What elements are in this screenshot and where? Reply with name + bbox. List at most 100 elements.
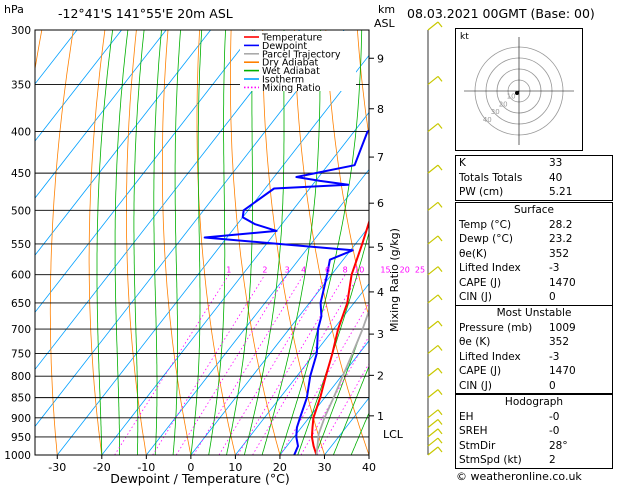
mixing-ratio-label: 3 bbox=[285, 266, 290, 275]
row-label: CAPE (J) bbox=[459, 276, 502, 289]
x-tick-label: 10 bbox=[228, 461, 242, 474]
mixing-ratio-label: 10 bbox=[354, 266, 364, 275]
hodograph-panel: kt 10 20 30 40 bbox=[455, 28, 583, 151]
wind-barb-flag bbox=[437, 235, 443, 242]
isotherm-line bbox=[146, 168, 369, 455]
pressure-tick-label: 600 bbox=[11, 270, 31, 282]
row-value: 23.2 bbox=[549, 233, 573, 245]
km-tick-label: 8 bbox=[377, 103, 384, 116]
wind-barb bbox=[427, 266, 439, 276]
pressure-tick-label: 400 bbox=[11, 127, 31, 139]
plot-frame bbox=[34, 29, 370, 456]
wind-barb-flag bbox=[437, 294, 443, 301]
row-value: 33 bbox=[549, 157, 563, 169]
table-row: StmDir 28° bbox=[456, 439, 612, 454]
wind-barb bbox=[427, 419, 439, 428]
legend-label: Mixing Ratio bbox=[262, 83, 321, 94]
legend-label: Temperature bbox=[261, 33, 322, 44]
table-row: Lifted Index -3 bbox=[456, 350, 612, 365]
wind-barb bbox=[427, 409, 439, 419]
row-label: θe(K) bbox=[459, 247, 487, 260]
isotherm-line bbox=[235, 283, 369, 455]
pressure-tick-label: 300 bbox=[11, 25, 31, 37]
surface-title: Surface bbox=[513, 204, 554, 216]
wind-barb bbox=[427, 235, 439, 245]
wind-barb bbox=[427, 21, 439, 31]
wind-barb bbox=[427, 344, 439, 354]
legend-box bbox=[240, 31, 356, 91]
row-value: 0 bbox=[549, 291, 556, 303]
wind-barb-flag bbox=[437, 76, 443, 82]
pressure-tick-label: 500 bbox=[11, 205, 31, 217]
row-label: Totals Totals bbox=[459, 171, 523, 184]
km-tick-label: 7 bbox=[377, 151, 384, 164]
row-value: 2 bbox=[549, 454, 556, 466]
wind-barb-flag bbox=[437, 201, 443, 208]
wind-barb-flag bbox=[437, 419, 443, 425]
hodograph-ring-label: 30 bbox=[491, 108, 500, 116]
row-label: Dewp (°C) bbox=[459, 233, 513, 245]
row-label: StmDir bbox=[459, 439, 496, 452]
hodograph-ring-label: 40 bbox=[483, 116, 492, 124]
table-row: CIN (J) 0 bbox=[456, 379, 612, 394]
row-label: Temp (°C) bbox=[459, 218, 512, 231]
row-label: StmSpd (kt) bbox=[459, 454, 522, 466]
wind-barb-flag bbox=[437, 367, 443, 374]
mixing-ratio-label: 4 bbox=[301, 266, 306, 275]
dry-adiabat-line bbox=[196, 30, 236, 455]
row-value: -3 bbox=[549, 262, 560, 274]
location-title: -12°41'S 141°55'E 20m ASL bbox=[58, 6, 233, 21]
x-tick-label: 30 bbox=[317, 461, 331, 474]
row-label: SREH bbox=[459, 425, 488, 437]
isotherm-line bbox=[56, 54, 369, 455]
series-parcel-trajectory bbox=[315, 308, 369, 455]
pressure-tick-label: 750 bbox=[11, 348, 31, 360]
pressure-tick-label: 850 bbox=[11, 393, 31, 405]
isotherm-line bbox=[35, 30, 345, 428]
mixing-ratio-label: 6 bbox=[325, 266, 330, 275]
table-row: K 33 bbox=[456, 156, 612, 171]
wind-barb-flag bbox=[437, 437, 443, 444]
table-row: Temp (°C) 28.2 bbox=[456, 218, 612, 233]
row-value: 0 bbox=[549, 379, 556, 392]
row-label: EH bbox=[459, 410, 474, 423]
row-value: 1009 bbox=[549, 321, 576, 334]
series-temperature bbox=[310, 219, 369, 455]
wind-barb bbox=[427, 320, 439, 330]
hodograph-table: Hodograph EH -0 SREH -0 StmDir 28° StmSpd (kt)… bbox=[455, 394, 613, 469]
row-label: CIN (J) bbox=[459, 291, 492, 303]
pressure-tick-label: 350 bbox=[11, 79, 31, 91]
mixing-ratio-label: 20 bbox=[400, 266, 410, 275]
legend-label: Dewpoint bbox=[262, 41, 307, 52]
pressure-tick-label: 800 bbox=[11, 371, 31, 383]
isotherm-line bbox=[35, 30, 256, 313]
km-tick-label: 4 bbox=[377, 286, 384, 299]
row-value: 352 bbox=[549, 247, 570, 260]
row-value: -0 bbox=[549, 410, 560, 423]
pressure-tick-label: 650 bbox=[11, 298, 31, 310]
dry-adiabat-line bbox=[125, 30, 147, 455]
pressure-tick-label: 900 bbox=[11, 413, 31, 425]
x-tick-label: -20 bbox=[93, 461, 111, 474]
wet-adiabat-line bbox=[96, 30, 113, 455]
hodograph-table-title: Hodograph bbox=[504, 396, 564, 408]
row-label: PW (cm) bbox=[459, 186, 504, 198]
wet-adiabat-line bbox=[133, 30, 145, 455]
wind-barb-flag bbox=[437, 266, 443, 273]
mixing-ratio-label: 1 bbox=[226, 266, 231, 275]
datetime-title: 08.03.2021 00GMT (Base: 00) bbox=[407, 6, 595, 21]
pressure-tick-label: 700 bbox=[11, 324, 31, 336]
km-tick-label: 3 bbox=[377, 328, 384, 341]
wind-barb bbox=[427, 437, 439, 447]
row-label: Lifted Index bbox=[459, 262, 521, 274]
legend-label: Isotherm bbox=[262, 75, 304, 86]
wind-barb-flag bbox=[437, 389, 443, 396]
most-unstable-title: Most Unstable bbox=[496, 307, 572, 319]
asl-label: ASL bbox=[374, 17, 396, 30]
x-tick-label: -30 bbox=[48, 461, 66, 474]
mixing-ratio-label: 2 bbox=[262, 266, 267, 275]
lcl-label: LCL bbox=[383, 428, 404, 441]
isotherm-line bbox=[35, 30, 211, 256]
isotherm-line bbox=[35, 30, 167, 199]
